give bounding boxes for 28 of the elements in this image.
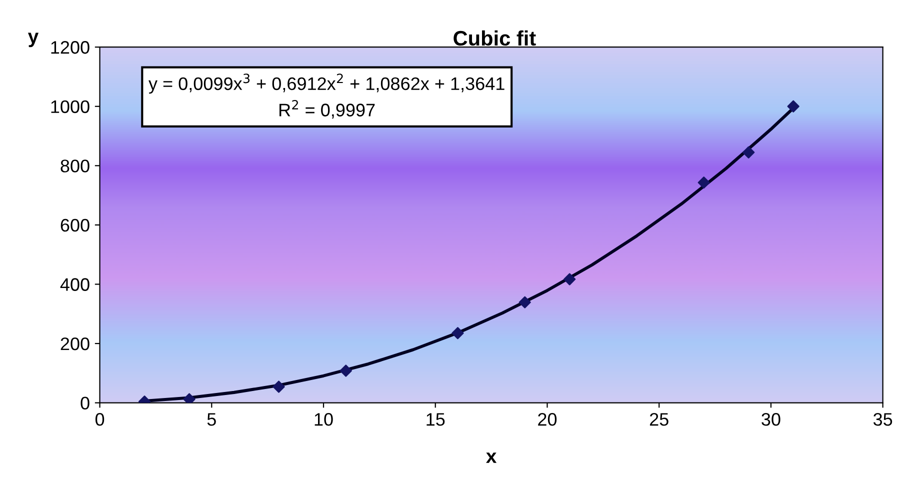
point [183,393,196,403]
y-tick-label: 600 [60,218,90,232]
y-axis-title: y [28,32,39,48]
y-tick-label: 400 [60,278,90,291]
x-tick-label: 20 [538,413,557,426]
point [518,296,531,308]
y-tick-label: 800 [60,160,90,172]
x-tick-label: 15 [426,413,445,426]
point [272,380,285,393]
y-tick-label: 0 [80,396,90,410]
x-tick-label: 30 [762,413,780,426]
y-tick-label: 200 [60,337,90,350]
point [564,273,576,286]
point [340,364,352,377]
x-tick-label: 0 [95,413,104,426]
x-tick-label: 5 [207,413,216,426]
y-tick-label: 1000 [51,100,90,114]
point [452,327,464,340]
point [698,176,710,189]
x-tick-label: 35 [873,413,892,426]
x-tick-label: 25 [650,413,668,426]
y-tick-label: 1200 [51,41,90,54]
point [787,100,800,112]
text: y = 0,0099x$^{3}$ + 0,6912x$^{2}$ + 1,0862x + 1,3641 R$^{2}$ = 0,9997 [148,74,504,119]
chart-title: Cubic fit [454,30,536,46]
x-axis-title: x [486,452,497,463]
point [742,146,755,158]
x-tick-label: 10 [314,413,333,426]
